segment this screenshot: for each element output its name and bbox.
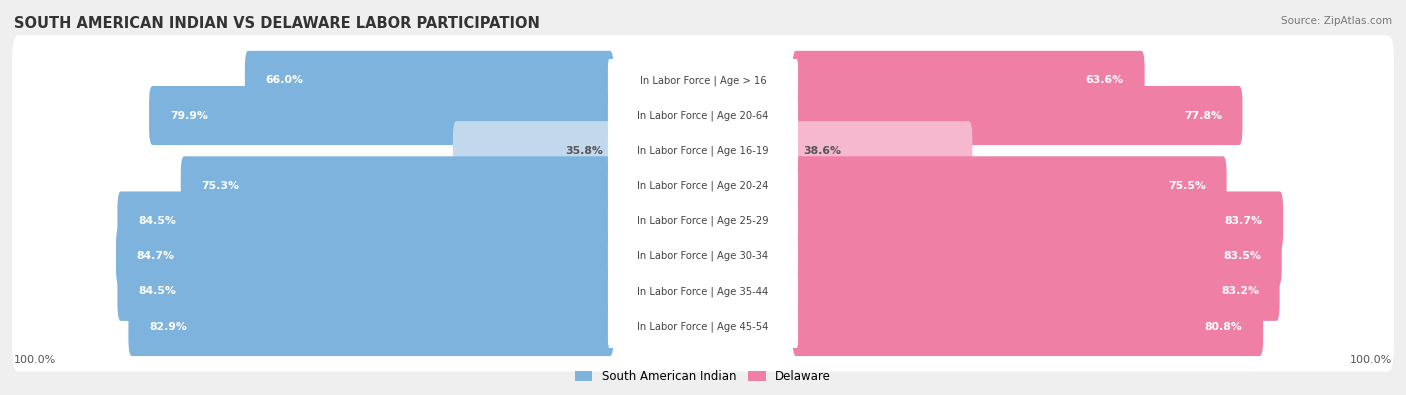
Text: In Labor Force | Age 35-44: In Labor Force | Age 35-44 <box>637 286 769 297</box>
FancyBboxPatch shape <box>793 262 1279 321</box>
Text: 80.8%: 80.8% <box>1205 322 1243 331</box>
Text: 83.7%: 83.7% <box>1225 216 1263 226</box>
Text: 38.6%: 38.6% <box>803 146 841 156</box>
FancyBboxPatch shape <box>607 93 799 138</box>
FancyBboxPatch shape <box>793 121 973 180</box>
Text: In Labor Force | Age > 16: In Labor Force | Age > 16 <box>640 75 766 86</box>
Text: In Labor Force | Age 45-54: In Labor Force | Age 45-54 <box>637 321 769 332</box>
FancyBboxPatch shape <box>607 199 799 243</box>
FancyBboxPatch shape <box>453 121 613 180</box>
Text: Source: ZipAtlas.com: Source: ZipAtlas.com <box>1281 16 1392 26</box>
FancyBboxPatch shape <box>793 156 1226 215</box>
Text: In Labor Force | Age 20-24: In Labor Force | Age 20-24 <box>637 181 769 191</box>
Text: 77.8%: 77.8% <box>1184 111 1222 120</box>
FancyBboxPatch shape <box>117 192 613 250</box>
FancyBboxPatch shape <box>607 164 799 208</box>
Legend: South American Indian, Delaware: South American Indian, Delaware <box>569 365 837 388</box>
Text: 75.5%: 75.5% <box>1168 181 1206 191</box>
Text: 100.0%: 100.0% <box>14 356 56 365</box>
FancyBboxPatch shape <box>607 128 799 173</box>
FancyBboxPatch shape <box>128 297 613 356</box>
Text: 35.8%: 35.8% <box>565 146 603 156</box>
Text: 84.5%: 84.5% <box>138 286 176 296</box>
Text: In Labor Force | Age 30-34: In Labor Force | Age 30-34 <box>637 251 769 261</box>
Text: 83.2%: 83.2% <box>1220 286 1258 296</box>
FancyBboxPatch shape <box>13 141 1393 231</box>
FancyBboxPatch shape <box>793 297 1263 356</box>
Text: 84.5%: 84.5% <box>138 216 176 226</box>
Text: In Labor Force | Age 16-19: In Labor Force | Age 16-19 <box>637 145 769 156</box>
FancyBboxPatch shape <box>607 269 799 314</box>
Text: 63.6%: 63.6% <box>1085 75 1123 85</box>
FancyBboxPatch shape <box>245 51 613 110</box>
Text: 75.3%: 75.3% <box>201 181 239 191</box>
Text: 82.9%: 82.9% <box>149 322 187 331</box>
FancyBboxPatch shape <box>607 234 799 279</box>
Text: 66.0%: 66.0% <box>266 75 304 85</box>
FancyBboxPatch shape <box>793 192 1284 250</box>
FancyBboxPatch shape <box>13 282 1393 372</box>
FancyBboxPatch shape <box>793 86 1243 145</box>
FancyBboxPatch shape <box>13 106 1393 196</box>
Text: In Labor Force | Age 20-64: In Labor Force | Age 20-64 <box>637 110 769 121</box>
Text: 100.0%: 100.0% <box>1350 356 1392 365</box>
FancyBboxPatch shape <box>117 227 613 286</box>
FancyBboxPatch shape <box>181 156 613 215</box>
FancyBboxPatch shape <box>607 304 799 349</box>
Text: 79.9%: 79.9% <box>170 111 208 120</box>
FancyBboxPatch shape <box>13 70 1393 160</box>
FancyBboxPatch shape <box>13 211 1393 301</box>
FancyBboxPatch shape <box>13 176 1393 266</box>
FancyBboxPatch shape <box>607 58 799 103</box>
FancyBboxPatch shape <box>793 227 1282 286</box>
FancyBboxPatch shape <box>117 262 613 321</box>
FancyBboxPatch shape <box>793 51 1144 110</box>
Text: 84.7%: 84.7% <box>136 251 174 261</box>
FancyBboxPatch shape <box>149 86 613 145</box>
Text: 83.5%: 83.5% <box>1223 251 1261 261</box>
Text: SOUTH AMERICAN INDIAN VS DELAWARE LABOR PARTICIPATION: SOUTH AMERICAN INDIAN VS DELAWARE LABOR … <box>14 16 540 31</box>
FancyBboxPatch shape <box>13 246 1393 337</box>
FancyBboxPatch shape <box>13 35 1393 125</box>
Text: In Labor Force | Age 25-29: In Labor Force | Age 25-29 <box>637 216 769 226</box>
